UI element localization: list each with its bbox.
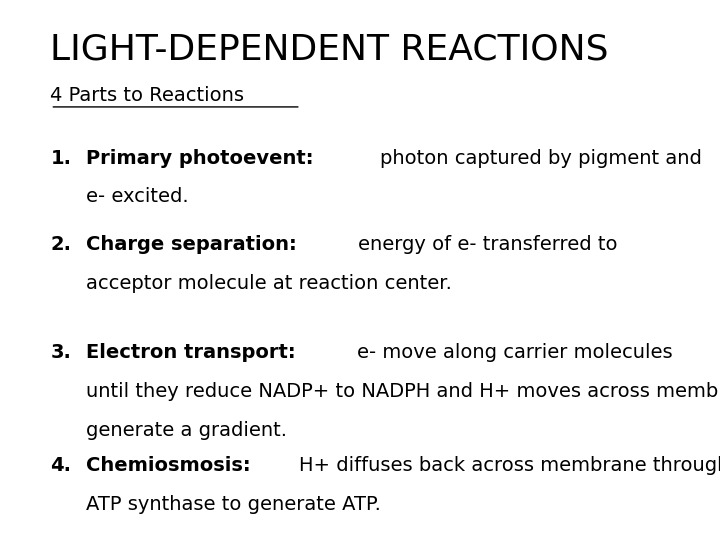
Text: 4 Parts to Reactions: 4 Parts to Reactions bbox=[50, 86, 244, 105]
Text: e- move along carrier molecules: e- move along carrier molecules bbox=[357, 343, 672, 362]
Text: 2.: 2. bbox=[50, 235, 71, 254]
Text: energy of e- transferred to: energy of e- transferred to bbox=[359, 235, 618, 254]
Text: e- excited.: e- excited. bbox=[86, 187, 189, 206]
Text: LIGHT-DEPENDENT REACTIONS: LIGHT-DEPENDENT REACTIONS bbox=[50, 32, 609, 66]
Text: Electron transport:: Electron transport: bbox=[86, 343, 296, 362]
Text: H+ diffuses back across membrane through: H+ diffuses back across membrane through bbox=[299, 456, 720, 475]
Text: Chemiosmosis:: Chemiosmosis: bbox=[86, 456, 251, 475]
Text: acceptor molecule at reaction center.: acceptor molecule at reaction center. bbox=[86, 274, 452, 293]
Text: until they reduce NADP+ to NADPH and H+ moves across membrane to: until they reduce NADP+ to NADPH and H+ … bbox=[86, 382, 720, 401]
Text: 3.: 3. bbox=[50, 343, 71, 362]
Text: 4.: 4. bbox=[50, 456, 71, 475]
Text: ATP synthase to generate ATP.: ATP synthase to generate ATP. bbox=[86, 495, 382, 514]
Text: photon captured by pigment and: photon captured by pigment and bbox=[380, 148, 702, 167]
Text: Charge separation:: Charge separation: bbox=[86, 235, 297, 254]
Text: generate a gradient.: generate a gradient. bbox=[86, 421, 287, 440]
Text: Primary photoevent:: Primary photoevent: bbox=[86, 148, 314, 167]
Text: 1.: 1. bbox=[50, 148, 71, 167]
